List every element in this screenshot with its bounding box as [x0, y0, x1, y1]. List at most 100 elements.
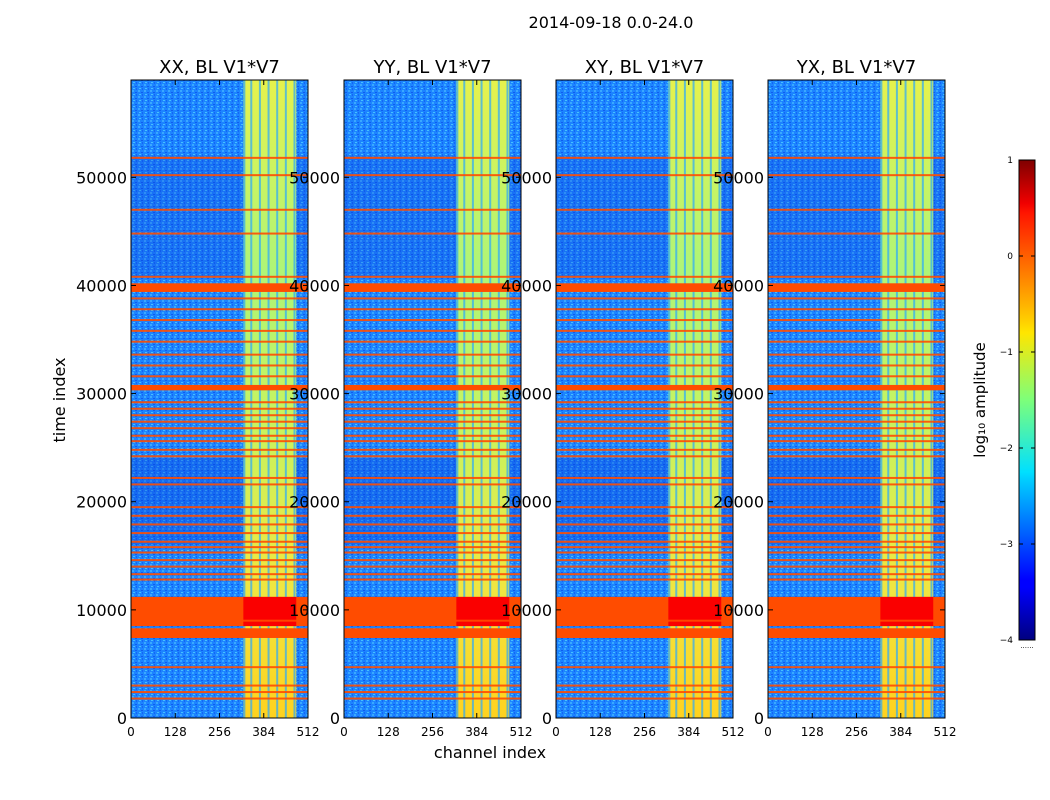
subband-edge	[675, 80, 678, 718]
flagged-row	[556, 174, 733, 177]
flagged-row	[768, 532, 945, 535]
y-tick-label: 50000	[289, 168, 340, 187]
y-tick-label: 10000	[76, 601, 127, 620]
flagged-row	[556, 448, 733, 451]
y-tick-label: 10000	[501, 601, 552, 620]
flagged-row	[344, 684, 521, 687]
flagged-row	[344, 174, 521, 177]
flagged-row	[768, 697, 945, 700]
flagged-row	[131, 697, 308, 700]
subband-edge	[284, 80, 287, 718]
flagged-row	[768, 559, 945, 562]
flagged-row	[131, 483, 308, 486]
x-tick-label: 0	[552, 725, 560, 739]
flagged-row	[556, 440, 733, 443]
subband-edge	[456, 80, 459, 718]
panel-2: YY, BL V1*V7 0 128 256 384 512 0 10000 20000 3000…	[289, 57, 532, 739]
flagged-block	[344, 283, 521, 292]
flagged-row	[556, 275, 733, 278]
x-tick-label: 128	[377, 725, 400, 739]
colorbar-tick-label: 0	[1007, 252, 1013, 262]
flagged-row	[768, 353, 945, 356]
flagged-row	[344, 455, 521, 458]
flagged-row	[556, 340, 733, 343]
y-tick-label: 20000	[289, 493, 340, 512]
panel-3: XY, BL V1*V7 0 128 256 384 512 0 10000 20000 3000…	[501, 57, 744, 739]
flagged-row	[556, 401, 733, 404]
subband-edge	[506, 80, 509, 718]
subband-edge	[243, 80, 246, 718]
flagged-row	[556, 551, 733, 554]
flagged-row	[768, 573, 945, 576]
x-tick-label: 0	[764, 725, 772, 739]
x-tick-label: 128	[801, 725, 824, 739]
flagged-row	[344, 666, 521, 669]
y-tick-label: 30000	[289, 385, 340, 404]
subband-edge	[463, 80, 466, 718]
flagged-row	[556, 514, 733, 517]
y-tick-label: 50000	[76, 168, 127, 187]
flagged-row	[344, 353, 521, 356]
subband-edge	[668, 80, 671, 718]
flagged-row	[556, 483, 733, 486]
flagged-row	[768, 514, 945, 517]
subband-edge	[471, 80, 474, 718]
y-tick-label: 20000	[76, 493, 127, 512]
flagged-row	[768, 523, 945, 526]
flagged-row	[556, 319, 733, 322]
y-tick-label: 10000	[289, 601, 340, 620]
colorbar-tick-label: −3	[1000, 540, 1013, 550]
flagged-row	[131, 427, 308, 430]
colorbar-label: log₁₀ amplitude	[971, 342, 989, 457]
strong-rfi-core	[880, 596, 934, 627]
y-tick-label: 50000	[501, 168, 552, 187]
flagged-row	[344, 697, 521, 700]
flagged-row	[344, 340, 521, 343]
flagged-row	[344, 375, 521, 378]
flagged-row	[556, 619, 733, 622]
flagged-row	[131, 232, 308, 235]
flagged-row	[768, 691, 945, 694]
flagged-row	[344, 401, 521, 404]
flagged-row	[556, 455, 733, 458]
colorbar-gradient	[1018, 159, 1036, 641]
flagged-row	[131, 364, 308, 367]
flagged-row	[131, 540, 308, 543]
flagged-row	[344, 546, 521, 549]
flagged-block	[131, 628, 308, 638]
flagged-row	[556, 573, 733, 576]
flagged-block	[344, 628, 521, 638]
flagged-row	[131, 559, 308, 562]
flagged-row	[556, 414, 733, 417]
x-tick-label: 256	[845, 725, 868, 739]
flagged-row	[344, 476, 521, 479]
flagged-row	[768, 427, 945, 430]
flagged-row	[131, 565, 308, 568]
colorbar-tick-label: −2	[1000, 444, 1013, 454]
flagged-row	[768, 208, 945, 211]
flagged-row	[556, 666, 733, 669]
figure-suptitle: 2014-09-18 0.0-24.0	[529, 13, 694, 32]
subband-edge	[258, 80, 261, 718]
flagged-row	[344, 573, 521, 576]
flagged-row	[131, 546, 308, 549]
flagged-row	[556, 156, 733, 159]
flagged-row	[131, 414, 308, 417]
y-tick-label: 40000	[289, 276, 340, 295]
flagged-row	[768, 565, 945, 568]
panel-title: YY, BL V1*V7	[372, 57, 491, 78]
flagged-row	[768, 156, 945, 159]
y-tick-label: 20000	[713, 493, 764, 512]
flagged-row	[768, 434, 945, 437]
flagged-row	[131, 532, 308, 535]
flagged-row	[768, 174, 945, 177]
flagged-row	[556, 420, 733, 423]
flagged-row	[344, 434, 521, 437]
flagged-row	[768, 297, 945, 300]
subband-edge	[913, 80, 916, 718]
colorbar-tick-label: −4	[1000, 636, 1014, 646]
flagged-row	[768, 319, 945, 322]
flagged-row	[131, 619, 308, 622]
flagged-row	[768, 401, 945, 404]
